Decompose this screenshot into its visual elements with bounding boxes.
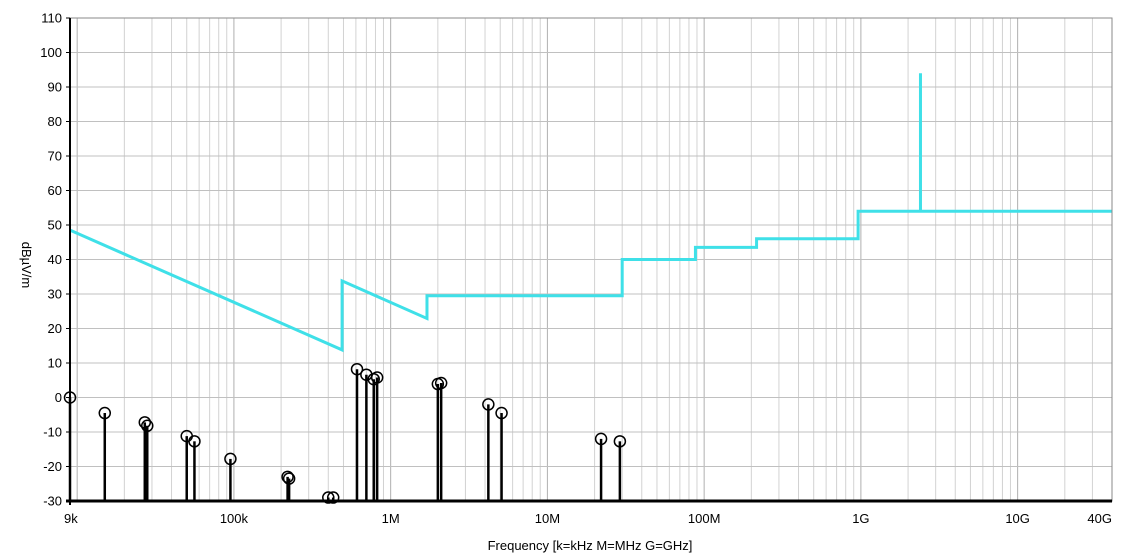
measurement-point (350, 362, 364, 376)
plot-frame (66, 17, 1113, 505)
y-tick-label: 110 (41, 11, 62, 26)
y-tick-label: 50 (48, 218, 62, 233)
x-tick-label: 1M (382, 511, 400, 526)
measurement-point (138, 416, 152, 429)
y-tick-label: 10 (48, 356, 62, 371)
series-layer (63, 73, 1112, 504)
tick-labels: -30 -20 -10 0 10 20 30 40 50 60 70 80 90 100 110 9k 100k… (40, 11, 1112, 527)
measurement-point (495, 406, 508, 420)
x-tick-label: 100k (220, 511, 249, 526)
measurement-point (370, 371, 384, 384)
measurement-point (482, 398, 495, 411)
y-tick-label: 100 (40, 45, 62, 60)
limit-line (69, 73, 1112, 353)
y-tick-label: 60 (48, 183, 62, 198)
y-tick-label: 20 (48, 321, 62, 336)
x-tick-label: 100M (688, 511, 721, 526)
y-axis-title: dBµV/m (19, 242, 34, 289)
measurement-point (141, 419, 154, 433)
y-tick-label: 40 (48, 252, 62, 267)
measurement-point (188, 435, 201, 448)
measurement-point (281, 470, 294, 484)
grid (70, 17, 1112, 502)
measurement-point (613, 435, 627, 448)
x-axis-title: Frequency [k=kHz M=MHz G=GHz] (488, 538, 693, 553)
measurement-point (434, 376, 448, 390)
x-tick-label: 9k (64, 511, 78, 526)
y-tick-label: 0 (55, 390, 62, 405)
y-tick-label: -30 (43, 494, 62, 509)
x-tick-label: 1G (852, 511, 869, 526)
measurement-point (224, 452, 237, 466)
y-tick-label: 30 (48, 287, 62, 302)
y-tick-label: 70 (48, 149, 62, 164)
x-tick-label: 10G (1005, 511, 1030, 526)
y-tick-label: -10 (43, 425, 62, 440)
measurement-point (594, 432, 608, 446)
x-tick-label: 10M (535, 511, 560, 526)
y-tick-label: 90 (48, 80, 62, 95)
measurement-point (98, 406, 112, 420)
measurement-point (326, 491, 340, 504)
y-tick-label: 80 (48, 114, 62, 129)
y-tick-label: -20 (43, 459, 62, 474)
measurement-point (282, 472, 296, 485)
x-tick-label: 40G (1087, 511, 1112, 526)
